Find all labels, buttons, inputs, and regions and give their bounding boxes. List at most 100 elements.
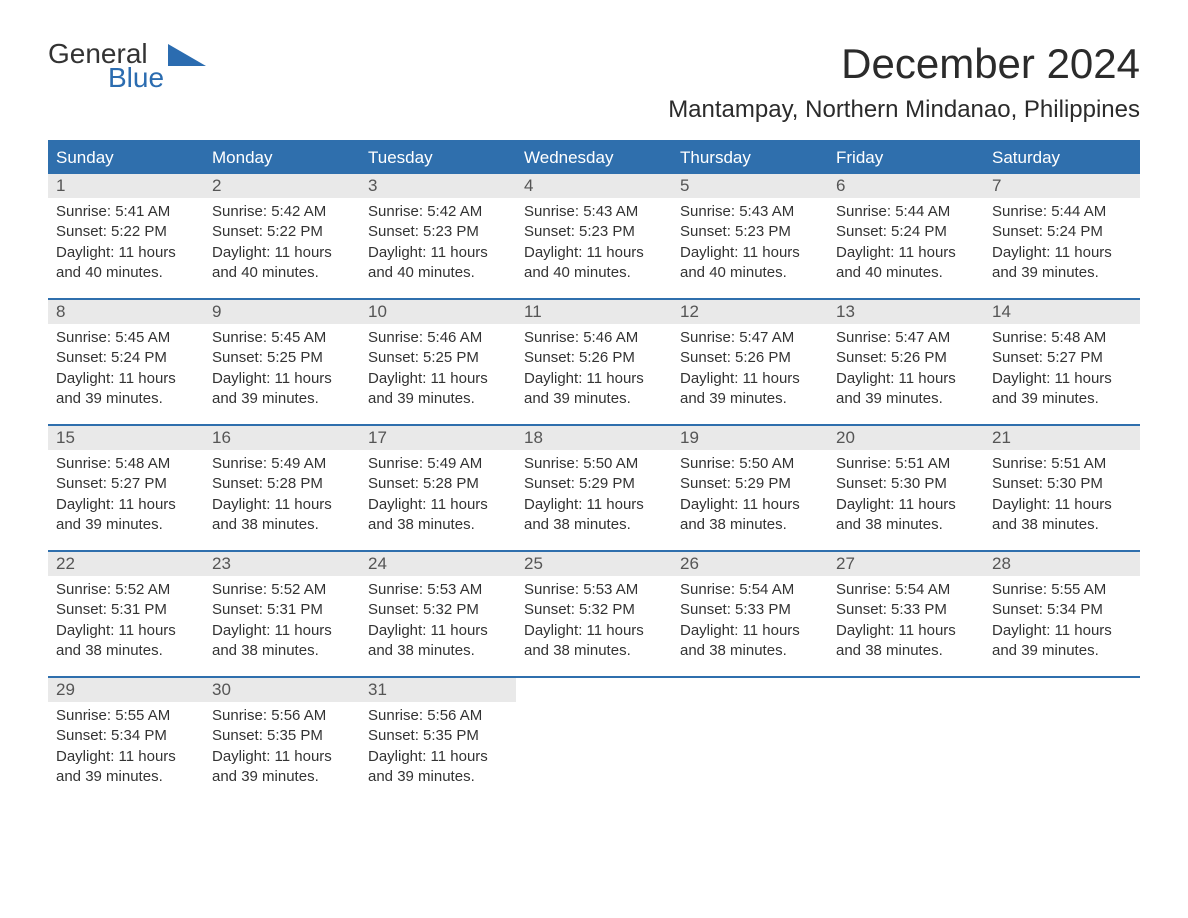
- day-number: 6: [828, 174, 984, 198]
- day-d1: Daylight: 11 hours: [212, 495, 352, 515]
- day-d2: and 39 minutes.: [212, 389, 352, 409]
- day-body: Sunrise: 5:50 AMSunset: 5:29 PMDaylight:…: [516, 450, 672, 539]
- day-sunset: Sunset: 5:22 PM: [212, 222, 352, 242]
- calendar-day: 16Sunrise: 5:49 AMSunset: 5:28 PMDayligh…: [204, 426, 360, 550]
- day-number: 26: [672, 552, 828, 576]
- day-header: Monday: [204, 142, 360, 174]
- day-header: Friday: [828, 142, 984, 174]
- calendar: SundayMondayTuesdayWednesdayThursdayFrid…: [48, 140, 1140, 802]
- day-header: Wednesday: [516, 142, 672, 174]
- day-body: Sunrise: 5:51 AMSunset: 5:30 PMDaylight:…: [984, 450, 1140, 539]
- day-sunset: Sunset: 5:23 PM: [524, 222, 664, 242]
- day-body: Sunrise: 5:43 AMSunset: 5:23 PMDaylight:…: [516, 198, 672, 287]
- day-sunrise: Sunrise: 5:43 AM: [680, 202, 820, 222]
- calendar-day: 25Sunrise: 5:53 AMSunset: 5:32 PMDayligh…: [516, 552, 672, 676]
- day-d2: and 39 minutes.: [56, 767, 196, 787]
- day-d1: Daylight: 11 hours: [368, 369, 508, 389]
- day-d2: and 40 minutes.: [212, 263, 352, 283]
- day-body: Sunrise: 5:49 AMSunset: 5:28 PMDaylight:…: [204, 450, 360, 539]
- calendar-day: 30Sunrise: 5:56 AMSunset: 5:35 PMDayligh…: [204, 678, 360, 802]
- calendar-day: 11Sunrise: 5:46 AMSunset: 5:26 PMDayligh…: [516, 300, 672, 424]
- day-d1: Daylight: 11 hours: [680, 495, 820, 515]
- day-sunrise: Sunrise: 5:41 AM: [56, 202, 196, 222]
- day-body: Sunrise: 5:48 AMSunset: 5:27 PMDaylight:…: [48, 450, 204, 539]
- day-body: Sunrise: 5:41 AMSunset: 5:22 PMDaylight:…: [48, 198, 204, 287]
- day-sunset: Sunset: 5:33 PM: [680, 600, 820, 620]
- day-number: 14: [984, 300, 1140, 324]
- day-d1: Daylight: 11 hours: [836, 243, 976, 263]
- day-header: Saturday: [984, 142, 1140, 174]
- day-sunset: Sunset: 5:35 PM: [368, 726, 508, 746]
- day-sunrise: Sunrise: 5:43 AM: [524, 202, 664, 222]
- day-d2: and 39 minutes.: [992, 263, 1132, 283]
- page-title: December 2024: [841, 40, 1140, 88]
- day-d2: and 38 minutes.: [836, 515, 976, 535]
- day-number: 1: [48, 174, 204, 198]
- calendar-day: 6Sunrise: 5:44 AMSunset: 5:24 PMDaylight…: [828, 174, 984, 298]
- day-sunrise: Sunrise: 5:47 AM: [836, 328, 976, 348]
- day-sunset: Sunset: 5:28 PM: [368, 474, 508, 494]
- day-d2: and 39 minutes.: [992, 641, 1132, 661]
- day-d2: and 39 minutes.: [992, 389, 1132, 409]
- day-sunrise: Sunrise: 5:44 AM: [992, 202, 1132, 222]
- day-sunset: Sunset: 5:34 PM: [992, 600, 1132, 620]
- day-d2: and 39 minutes.: [368, 389, 508, 409]
- day-sunset: Sunset: 5:30 PM: [836, 474, 976, 494]
- day-sunset: Sunset: 5:27 PM: [992, 348, 1132, 368]
- day-d2: and 39 minutes.: [56, 515, 196, 535]
- calendar-day: 21Sunrise: 5:51 AMSunset: 5:30 PMDayligh…: [984, 426, 1140, 550]
- day-number: 7: [984, 174, 1140, 198]
- day-number: 30: [204, 678, 360, 702]
- day-sunset: Sunset: 5:23 PM: [368, 222, 508, 242]
- day-number: 3: [360, 174, 516, 198]
- day-header-row: SundayMondayTuesdayWednesdayThursdayFrid…: [48, 140, 1140, 174]
- day-sunrise: Sunrise: 5:48 AM: [992, 328, 1132, 348]
- day-sunset: Sunset: 5:30 PM: [992, 474, 1132, 494]
- day-d1: Daylight: 11 hours: [368, 495, 508, 515]
- day-d2: and 39 minutes.: [56, 389, 196, 409]
- day-d1: Daylight: 11 hours: [368, 621, 508, 641]
- day-d2: and 39 minutes.: [836, 389, 976, 409]
- day-d1: Daylight: 11 hours: [836, 621, 976, 641]
- calendar-week: 15Sunrise: 5:48 AMSunset: 5:27 PMDayligh…: [48, 424, 1140, 550]
- day-number: 31: [360, 678, 516, 702]
- day-number: 11: [516, 300, 672, 324]
- day-sunset: Sunset: 5:25 PM: [368, 348, 508, 368]
- day-d2: and 38 minutes.: [992, 515, 1132, 535]
- day-number: 16: [204, 426, 360, 450]
- calendar-day: [828, 678, 984, 802]
- day-sunrise: Sunrise: 5:45 AM: [212, 328, 352, 348]
- day-sunrise: Sunrise: 5:56 AM: [368, 706, 508, 726]
- day-sunrise: Sunrise: 5:48 AM: [56, 454, 196, 474]
- day-sunrise: Sunrise: 5:51 AM: [992, 454, 1132, 474]
- calendar-day: 3Sunrise: 5:42 AMSunset: 5:23 PMDaylight…: [360, 174, 516, 298]
- day-header: Tuesday: [360, 142, 516, 174]
- calendar-day: [672, 678, 828, 802]
- day-body: Sunrise: 5:48 AMSunset: 5:27 PMDaylight:…: [984, 324, 1140, 413]
- day-d1: Daylight: 11 hours: [524, 621, 664, 641]
- calendar-day: 29Sunrise: 5:55 AMSunset: 5:34 PMDayligh…: [48, 678, 204, 802]
- day-sunset: Sunset: 5:24 PM: [56, 348, 196, 368]
- day-body: Sunrise: 5:52 AMSunset: 5:31 PMDaylight:…: [48, 576, 204, 665]
- calendar-week: 22Sunrise: 5:52 AMSunset: 5:31 PMDayligh…: [48, 550, 1140, 676]
- day-d2: and 38 minutes.: [368, 641, 508, 661]
- day-sunrise: Sunrise: 5:55 AM: [992, 580, 1132, 600]
- day-d1: Daylight: 11 hours: [368, 243, 508, 263]
- day-sunset: Sunset: 5:26 PM: [524, 348, 664, 368]
- day-d2: and 38 minutes.: [524, 641, 664, 661]
- calendar-day: 24Sunrise: 5:53 AMSunset: 5:32 PMDayligh…: [360, 552, 516, 676]
- day-body: Sunrise: 5:53 AMSunset: 5:32 PMDaylight:…: [360, 576, 516, 665]
- day-d2: and 40 minutes.: [680, 263, 820, 283]
- calendar-day: 17Sunrise: 5:49 AMSunset: 5:28 PMDayligh…: [360, 426, 516, 550]
- day-body: Sunrise: 5:45 AMSunset: 5:24 PMDaylight:…: [48, 324, 204, 413]
- day-sunrise: Sunrise: 5:52 AM: [212, 580, 352, 600]
- day-d1: Daylight: 11 hours: [212, 369, 352, 389]
- day-sunset: Sunset: 5:22 PM: [56, 222, 196, 242]
- day-sunset: Sunset: 5:33 PM: [836, 600, 976, 620]
- calendar-day: 28Sunrise: 5:55 AMSunset: 5:34 PMDayligh…: [984, 552, 1140, 676]
- day-number: 5: [672, 174, 828, 198]
- day-body: Sunrise: 5:46 AMSunset: 5:26 PMDaylight:…: [516, 324, 672, 413]
- day-sunrise: Sunrise: 5:49 AM: [368, 454, 508, 474]
- calendar-week: 29Sunrise: 5:55 AMSunset: 5:34 PMDayligh…: [48, 676, 1140, 802]
- day-sunrise: Sunrise: 5:44 AM: [836, 202, 976, 222]
